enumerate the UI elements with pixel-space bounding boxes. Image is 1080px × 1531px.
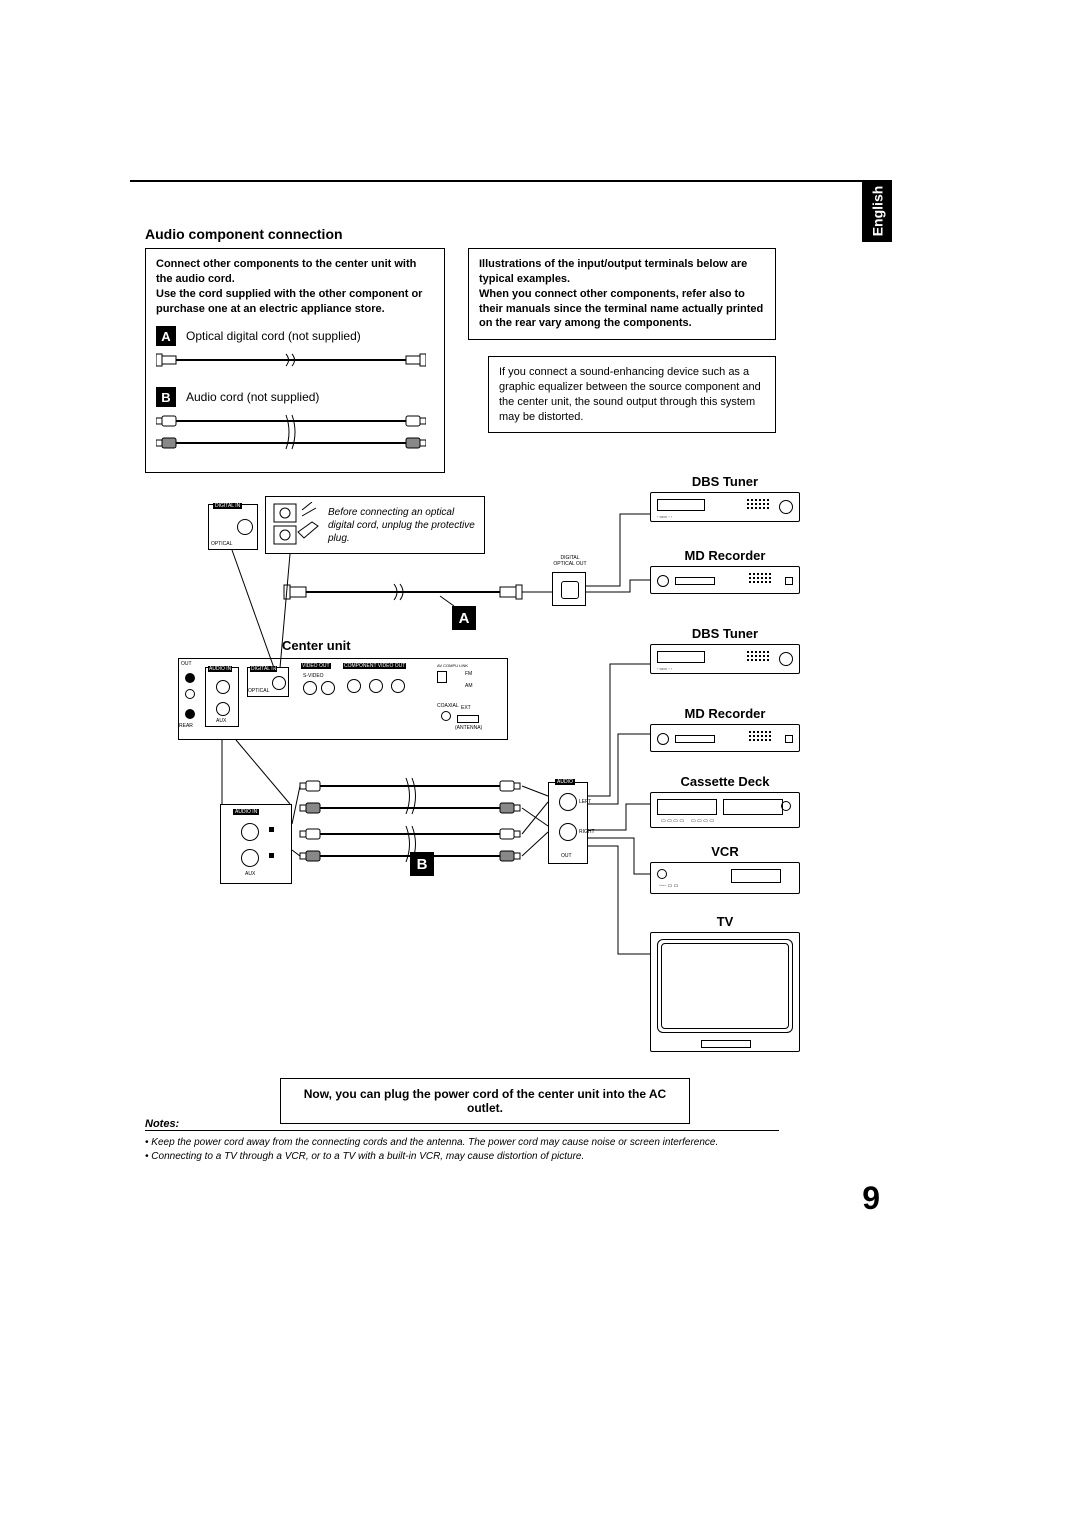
connection-diagram: Before connecting an optical digital cor… xyxy=(190,474,810,1064)
audio-cables-b xyxy=(300,774,540,864)
terminal-note-box: Illustrations of the input/output termin… xyxy=(468,248,776,340)
section-title: Audio component connection xyxy=(145,226,343,242)
badge-a-diagram: A xyxy=(452,606,476,630)
optical-cord-icon xyxy=(156,350,426,374)
plug-unplug-icon xyxy=(272,502,322,548)
center-unit-label: Center unit xyxy=(282,638,351,653)
note-item: Keep the power cord away from the connec… xyxy=(145,1136,865,1150)
cord-b-row: B Audio cord (not supplied) xyxy=(156,387,434,407)
device-label: MD Recorder xyxy=(650,706,800,721)
digital-optical-out-label: DIGITALOPTICAL OUT xyxy=(550,556,590,567)
page-top-rule xyxy=(130,180,870,182)
digital-optical-out xyxy=(552,572,586,606)
protective-plug-tip: Before connecting an optical digital cor… xyxy=(265,496,485,554)
device-label: DBS Tuner xyxy=(650,626,800,641)
notes-block: Notes: Keep the power cord away from the… xyxy=(145,1114,865,1164)
device-box xyxy=(650,724,800,752)
cord-intro-text: Connect other components to the center u… xyxy=(156,257,434,316)
device-box: ◦◦◦◦ ▭ ▭ xyxy=(650,862,800,894)
cord-a-row: A Optical digital cord (not supplied) xyxy=(156,326,434,346)
audio-cord-icon xyxy=(156,411,426,459)
audio-out-ports: AUDIO LEFT RIGHT OUT xyxy=(548,782,588,864)
device-label: VCR xyxy=(650,844,800,859)
badge-b: B xyxy=(156,387,176,407)
badge-b-diagram: B xyxy=(410,852,434,876)
device-label: TV xyxy=(650,914,800,929)
tip-text: Before connecting an optical digital cor… xyxy=(328,506,478,545)
notes-list: Keep the power cord away from the connec… xyxy=(145,1136,865,1164)
notes-title: Notes: xyxy=(145,1118,779,1131)
device-box xyxy=(650,566,800,594)
device-label: MD Recorder xyxy=(650,548,800,563)
center-unit: OUT REAR AUDIO IN AUX DIGITAL IN OPTICAL… xyxy=(178,658,508,740)
language-label: English xyxy=(869,186,885,237)
badge-a: A xyxy=(156,326,176,346)
cord-info-box: Connect other components to the center u… xyxy=(145,248,445,473)
cord-a-label: Optical digital cord (not supplied) xyxy=(186,329,361,343)
equalizer-warning-box: If you connect a sound-enhancing device … xyxy=(488,356,776,433)
device-box xyxy=(650,932,800,1052)
device-label: Cassette Deck xyxy=(650,774,800,789)
language-tab: English xyxy=(862,180,892,242)
digital-in-callout: DIGITAL IN OPTICAL xyxy=(208,504,258,550)
device-box: ◦ ▭▭ ◦ ◦ xyxy=(650,492,800,522)
device-box: ◦ ▭▭ ◦ ◦ xyxy=(650,644,800,674)
device-box: ▭ ▭ ▭ ▭ ▭ ▭ ▭ ▭ xyxy=(650,792,800,828)
device-label: DBS Tuner xyxy=(650,474,800,489)
page-number: 9 xyxy=(862,1180,880,1217)
cord-b-label: Audio cord (not supplied) xyxy=(186,390,319,404)
note-item: Connecting to a TV through a VCR, or to … xyxy=(145,1150,865,1164)
aux-detail-panel: AUDIO IN AUX xyxy=(220,804,292,884)
